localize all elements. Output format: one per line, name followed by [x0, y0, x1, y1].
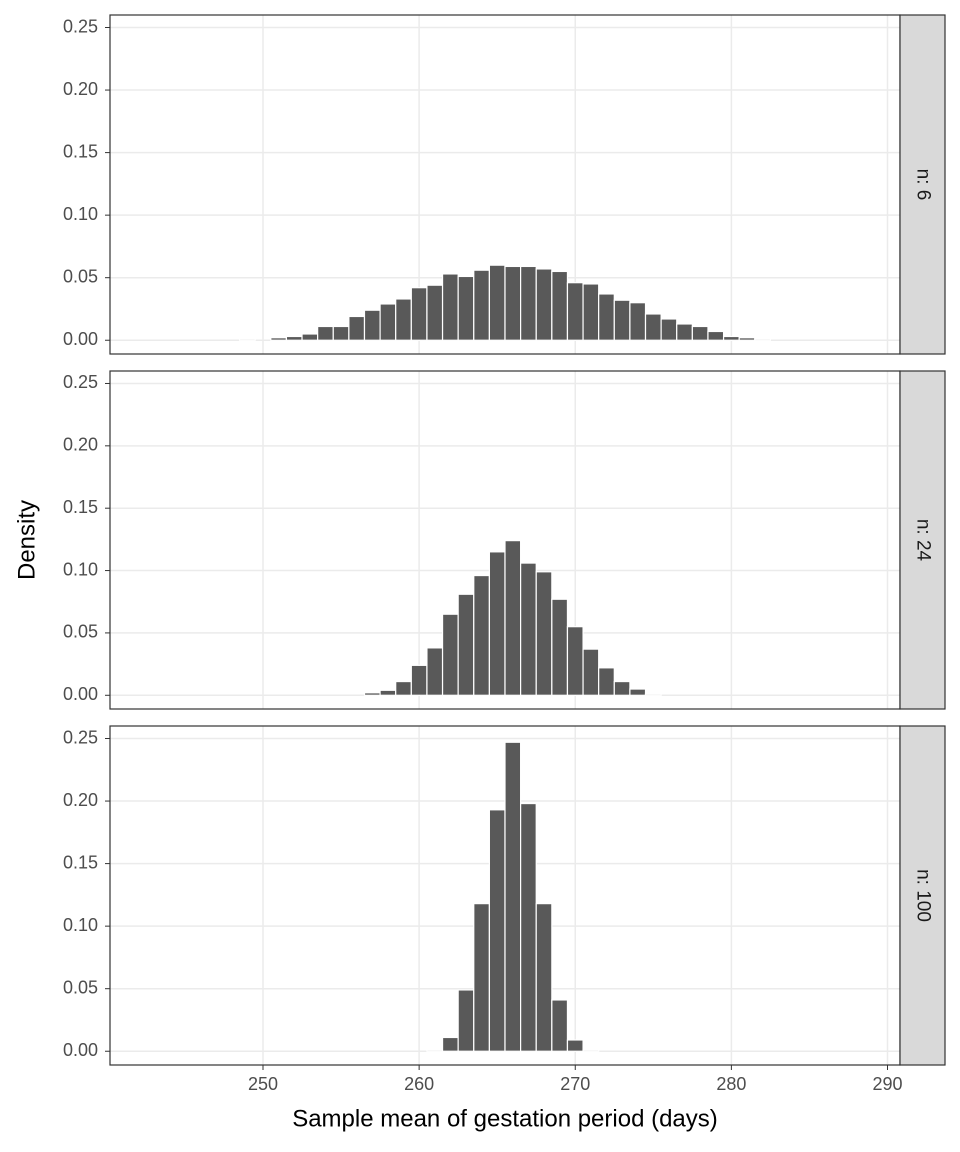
bar	[395, 680, 412, 696]
bar	[566, 282, 584, 341]
x-axis-title: Sample mean of gestation period (days)	[292, 1105, 718, 1132]
bar	[660, 318, 678, 341]
y-tick-label: 0.05	[63, 622, 98, 642]
x-tick-label: 270	[560, 1074, 590, 1094]
y-tick-label: 0.10	[63, 204, 98, 224]
bar	[629, 688, 647, 696]
y-tick-label: 0.00	[63, 1040, 98, 1060]
bar	[535, 571, 553, 696]
bar	[504, 741, 522, 1052]
strip-label: n: 24	[912, 519, 933, 562]
bar	[707, 330, 725, 341]
bar	[504, 540, 522, 696]
bar	[598, 293, 615, 341]
bar	[301, 333, 319, 341]
bar	[566, 626, 584, 696]
y-tick-label: 0.05	[63, 977, 98, 997]
bar	[488, 809, 506, 1052]
x-tick-label: 280	[716, 1074, 746, 1094]
y-tick-label: 0.05	[63, 266, 98, 286]
bar	[363, 692, 381, 696]
bar	[363, 309, 381, 341]
y-tick-label: 0.15	[63, 497, 98, 517]
y-tick-label: 0.10	[63, 915, 98, 935]
y-tick-label: 0.10	[63, 559, 98, 579]
strip	[899, 725, 946, 1066]
bar	[395, 298, 412, 341]
bar	[473, 269, 490, 341]
y-tick-label: 0.15	[63, 852, 98, 872]
bar	[613, 680, 631, 696]
bar	[441, 1036, 459, 1052]
bar	[426, 1049, 444, 1052]
bar	[332, 325, 350, 341]
bar	[426, 284, 444, 341]
bar	[473, 574, 490, 696]
bar	[566, 1039, 584, 1052]
bar	[520, 265, 537, 341]
bar	[644, 693, 662, 696]
bar	[520, 562, 537, 696]
bar	[285, 335, 303, 341]
bar	[613, 299, 631, 341]
bar	[473, 903, 490, 1052]
bar	[551, 270, 569, 341]
bar	[410, 287, 428, 341]
y-tick-label: 0.00	[63, 329, 98, 349]
bar	[441, 613, 459, 696]
y-tick-label: 0.20	[63, 790, 98, 810]
y-axis-title: Density	[13, 500, 40, 580]
x-tick-label: 260	[404, 1074, 434, 1094]
bar	[379, 303, 397, 341]
bar	[270, 337, 288, 341]
bar	[722, 335, 740, 341]
bar	[379, 689, 397, 696]
bar	[488, 264, 506, 341]
bar	[317, 325, 334, 341]
bar	[598, 667, 615, 696]
bar	[691, 325, 709, 341]
bar	[535, 268, 553, 341]
bar	[582, 648, 600, 696]
bar	[457, 989, 475, 1052]
bar	[754, 338, 772, 341]
bar	[520, 802, 537, 1052]
bar	[238, 338, 256, 341]
y-tick-label: 0.20	[63, 79, 98, 99]
bar	[441, 273, 459, 341]
strip	[899, 370, 946, 710]
bar	[488, 551, 506, 696]
y-tick-label: 0.25	[63, 372, 98, 392]
bar	[504, 265, 522, 341]
x-tick-label: 250	[248, 1074, 278, 1094]
y-tick-label: 0.25	[63, 727, 98, 747]
y-tick-label: 0.15	[63, 141, 98, 161]
bar	[629, 302, 647, 341]
y-tick-label: 0.20	[63, 435, 98, 455]
strip-label: n: 100	[912, 869, 933, 922]
bar	[551, 999, 569, 1052]
bar	[644, 313, 662, 341]
strip-label: n: 6	[912, 169, 933, 201]
bar	[738, 337, 756, 341]
bar	[457, 593, 475, 696]
bar	[582, 283, 600, 341]
x-tick-label: 290	[872, 1074, 902, 1094]
bar	[676, 323, 693, 341]
y-tick-label: 0.00	[63, 684, 98, 704]
y-tick-label: 0.25	[63, 16, 98, 36]
bar	[410, 664, 428, 696]
bar	[535, 903, 553, 1052]
bar	[457, 275, 475, 341]
bar	[348, 315, 366, 341]
bar	[551, 598, 569, 696]
bar	[426, 647, 444, 696]
strip	[899, 14, 946, 355]
bar	[582, 1049, 600, 1052]
